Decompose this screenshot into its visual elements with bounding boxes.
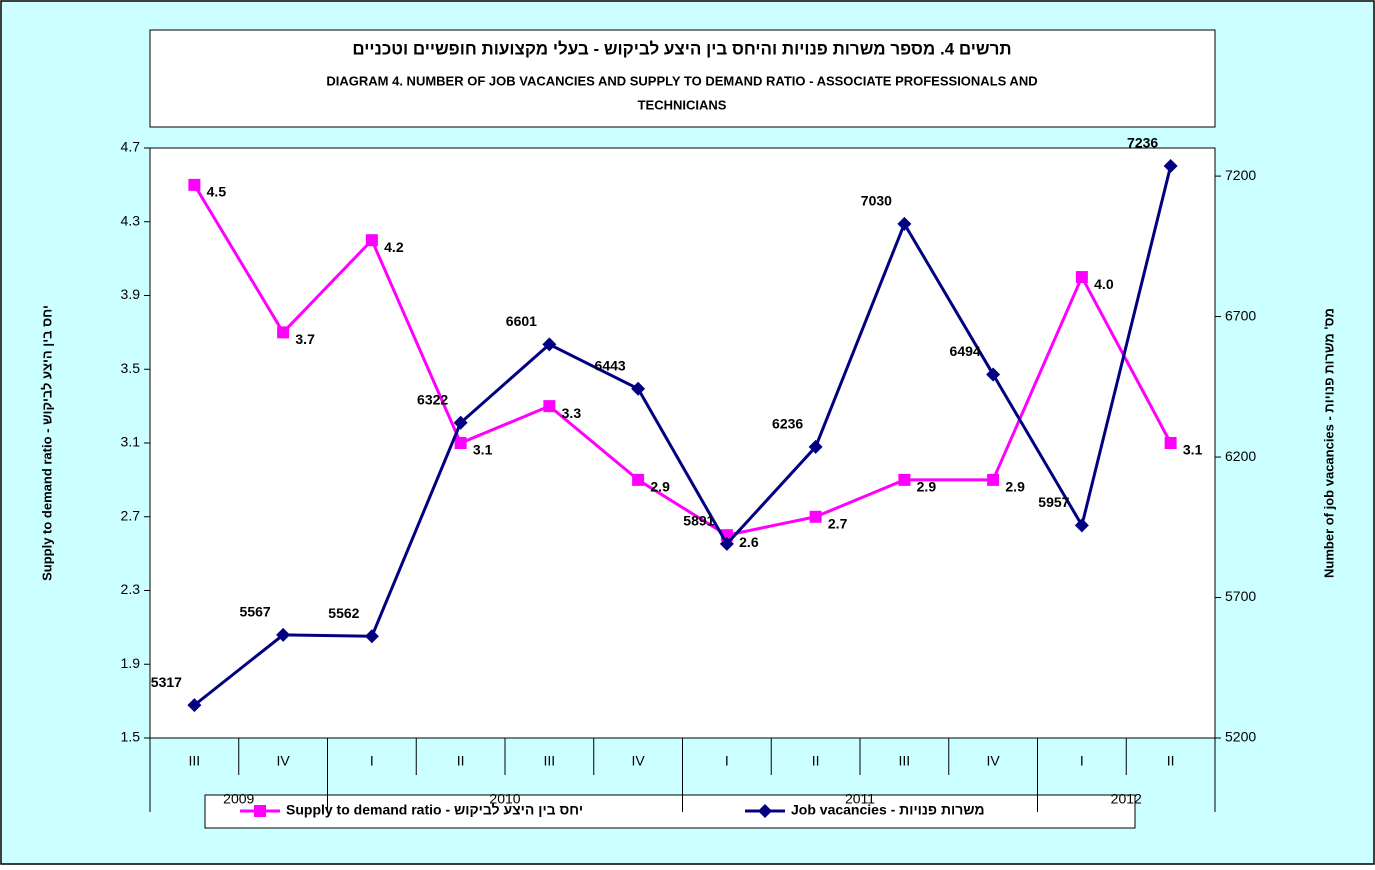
- data-label: 7030: [861, 193, 892, 209]
- marker: [631, 381, 646, 396]
- marker: [364, 629, 379, 644]
- marker: [986, 367, 1001, 382]
- y-tick-label: 2.7: [121, 507, 141, 523]
- marker: [1164, 437, 1177, 449]
- data-label: 7236: [1127, 135, 1158, 151]
- y-tick-label: 3.5: [121, 360, 141, 376]
- year-label: 2010: [489, 791, 520, 807]
- marker: [1163, 158, 1178, 173]
- y2-tick-label: 5700: [1225, 588, 1256, 604]
- marker: [277, 326, 290, 339]
- x-tick-label: IV: [987, 753, 1001, 769]
- y-tick-label: 4.7: [121, 139, 141, 155]
- x-tick-label: I: [725, 753, 729, 769]
- data-label: 5317: [151, 674, 182, 690]
- data-label: 3.7: [295, 331, 315, 347]
- marker: [808, 439, 823, 454]
- data-label: 5891: [683, 513, 714, 529]
- chart-subtitle: DIAGRAM 4. NUMBER OF JOB VACANCIES AND S…: [326, 73, 1037, 88]
- data-label: 5567: [240, 604, 271, 620]
- data-label: 4.5: [207, 184, 227, 200]
- year-label: 2012: [1111, 791, 1142, 807]
- x-tick-label: III: [544, 753, 556, 769]
- y-tick-label: 1.9: [121, 655, 141, 671]
- data-label: 5957: [1038, 494, 1069, 510]
- y2-axis-title: Number of job vacancies - מס' משרות פנוי…: [1321, 308, 1336, 578]
- marker: [187, 698, 202, 713]
- x-tick-label: III: [189, 753, 201, 769]
- data-label: 3.3: [562, 405, 582, 421]
- data-label: 6443: [595, 357, 626, 373]
- data-label: 6601: [506, 313, 537, 329]
- marker: [809, 510, 822, 523]
- marker: [453, 415, 468, 430]
- data-label: 2.6: [739, 534, 759, 550]
- y2-tick-label: 5200: [1225, 729, 1256, 745]
- chart-title: תרשים 4. מספר משרות פנויות והיחס בין היצ…: [352, 39, 1011, 58]
- y-tick-label: 3.9: [121, 286, 141, 302]
- y-tick-label: 1.5: [121, 729, 141, 745]
- marker: [1075, 271, 1088, 284]
- y2-tick-label: 6700: [1225, 307, 1256, 323]
- y-tick-label: 2.3: [121, 581, 141, 597]
- marker: [542, 337, 557, 352]
- data-label: 2.7: [828, 515, 848, 531]
- x-tick-label: I: [1080, 753, 1084, 769]
- marker: [365, 234, 378, 247]
- marker: [898, 473, 911, 486]
- marker: [987, 473, 1000, 486]
- legend: [204, 794, 1136, 829]
- marker: [254, 805, 266, 817]
- title-box: [149, 29, 1216, 128]
- marker: [632, 473, 645, 486]
- marker: [543, 400, 556, 413]
- data-label: 2.9: [917, 479, 937, 495]
- data-label: 4.0: [1094, 276, 1114, 292]
- data-label: 3.1: [1183, 442, 1203, 458]
- data-label: 2.9: [1005, 479, 1025, 495]
- data-label: 6236: [772, 416, 803, 432]
- y2-tick-label: 7200: [1225, 167, 1256, 183]
- marker: [758, 804, 772, 818]
- x-tick-label: IV: [632, 753, 646, 769]
- marker: [276, 627, 291, 642]
- y-tick-label: 3.1: [121, 434, 141, 450]
- y2-tick-label: 6200: [1225, 448, 1256, 464]
- marker: [719, 536, 734, 551]
- legend-label: Supply to demand ratio - יחס בין היצע לב…: [286, 802, 583, 818]
- data-label: 5562: [328, 605, 359, 621]
- data-label: 6494: [950, 343, 981, 359]
- data-label: 2.9: [650, 479, 670, 495]
- year-label: 2009: [223, 791, 254, 807]
- x-tick-label: II: [457, 753, 465, 769]
- marker: [897, 216, 912, 231]
- legend-label: Job vacancies - משרות פנויות: [791, 802, 985, 818]
- marker: [188, 178, 201, 191]
- plot-area: [149, 147, 1216, 739]
- y-axis-title: Supply to demand ratio - יחס בין היצע לב…: [39, 305, 54, 581]
- series-line: [193, 184, 1172, 537]
- x-tick-label: III: [899, 753, 911, 769]
- y-tick-label: 4.3: [121, 212, 141, 228]
- series-line: [193, 165, 1173, 707]
- marker: [454, 437, 467, 449]
- x-tick-label: II: [1167, 753, 1175, 769]
- data-label: 3.1: [473, 442, 493, 458]
- x-tick-label: I: [370, 753, 374, 769]
- marker: [1074, 518, 1089, 533]
- chart-subtitle: TECHNICIANS: [638, 97, 727, 112]
- x-tick-label: II: [812, 753, 820, 769]
- data-label: 4.2: [384, 239, 404, 255]
- x-tick-label: IV: [277, 753, 291, 769]
- year-label: 2011: [845, 791, 875, 807]
- data-label: 6322: [417, 391, 448, 407]
